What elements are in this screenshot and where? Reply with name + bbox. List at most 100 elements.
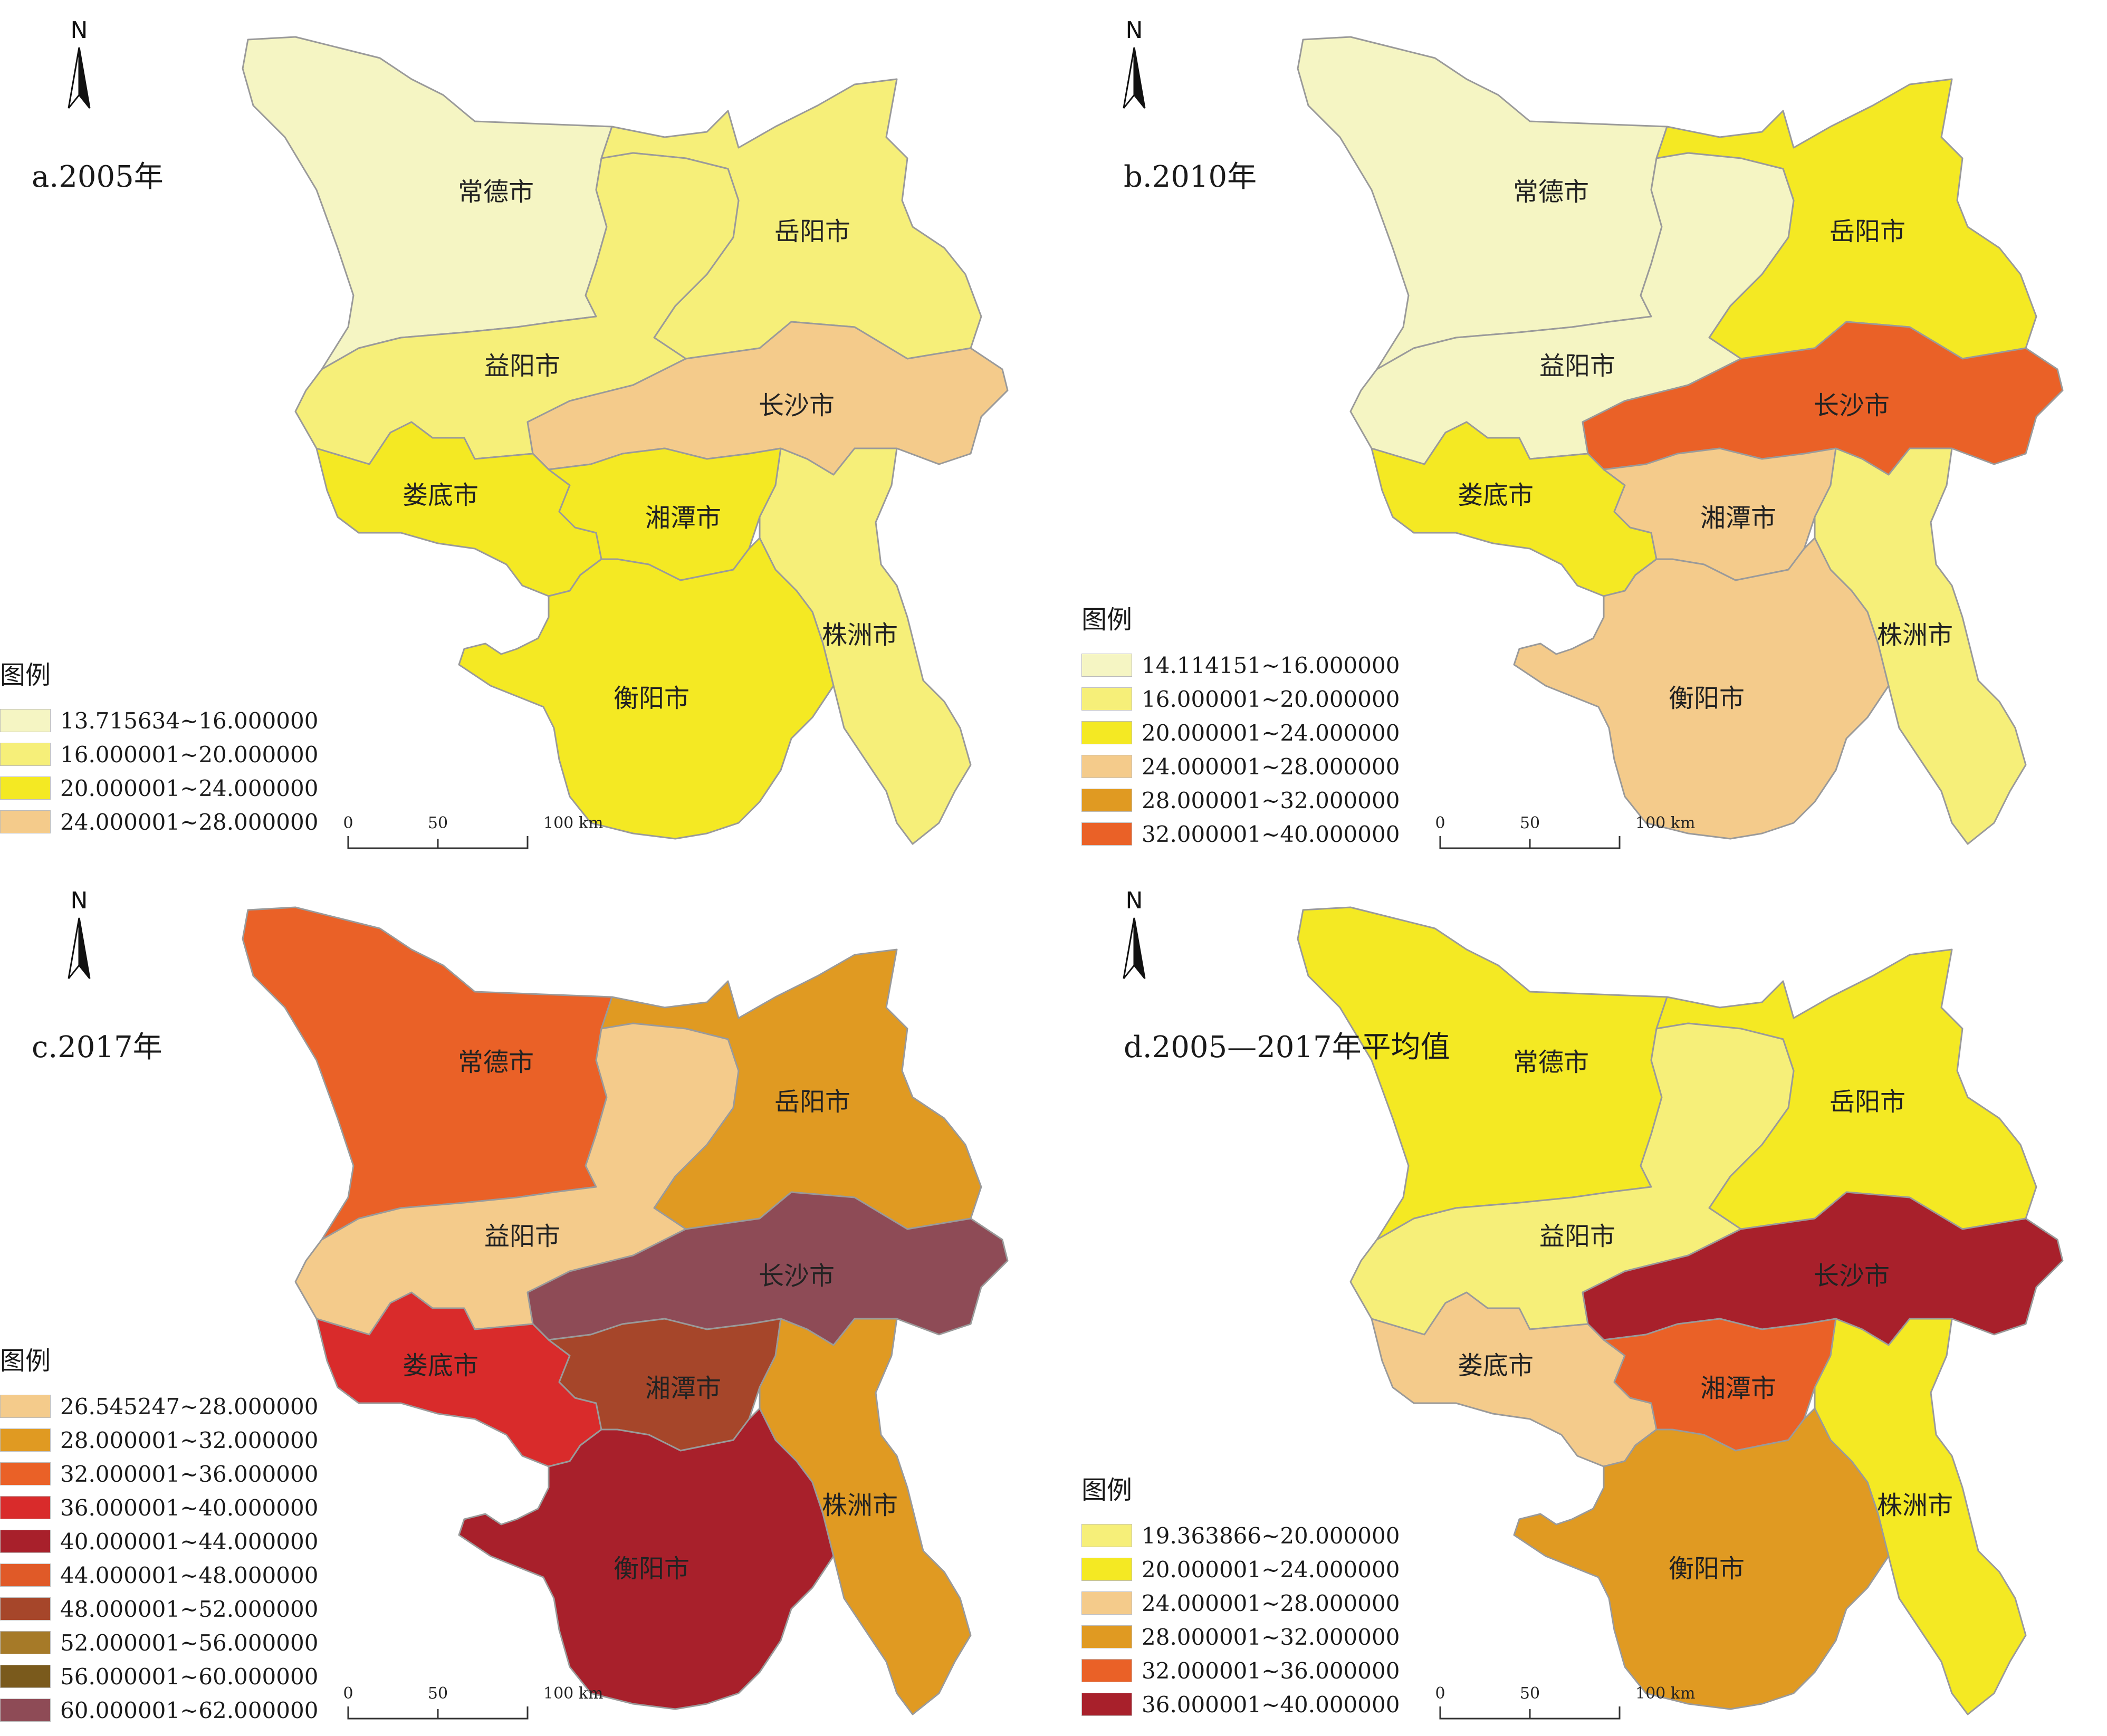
legend-label: 24.000001~28.000000 xyxy=(1142,753,1400,780)
legend-label: 36.000001~40.000000 xyxy=(1142,1691,1400,1718)
region-changde xyxy=(242,36,613,370)
legend-title: 图例 xyxy=(0,1346,51,1376)
legend-item: 19.363866~20.000000 xyxy=(1081,1519,1400,1552)
city-label-changde: 常德市 xyxy=(458,1048,534,1077)
legend-item: 52.000001~56.000000 xyxy=(0,1626,318,1660)
legend-label: 36.000001~40.000000 xyxy=(60,1494,319,1521)
legend-label: 40.000001~44.000000 xyxy=(60,1528,319,1555)
city-label-loudi: 娄底市 xyxy=(1458,481,1534,510)
legend-swatch xyxy=(0,743,51,766)
legend-label: 20.000001~24.000000 xyxy=(1142,1556,1400,1582)
legend-label: 48.000001~52.000000 xyxy=(60,1596,319,1622)
legend-swatch xyxy=(0,1428,51,1452)
legend-label: 16.000001~20.000000 xyxy=(1142,686,1400,712)
legend-title: 图例 xyxy=(1081,1475,1133,1505)
city-label-changsha: 长沙市 xyxy=(1814,391,1890,420)
city-label-yiyang: 益阳市 xyxy=(1539,1222,1615,1251)
city-label-hengyang: 衡阳市 xyxy=(1669,1554,1745,1584)
legend-label: 52.000001~56.000000 xyxy=(60,1629,319,1656)
legend-swatch xyxy=(1081,789,1132,812)
legend-item: 24.000001~28.000000 xyxy=(0,805,318,839)
legend-label: 14.114151~16.000000 xyxy=(1142,652,1400,678)
scale-label-0: 0 xyxy=(1435,1684,1445,1703)
scale-label-50: 50 xyxy=(1520,1684,1540,1703)
scale-label-100: 100 km xyxy=(1635,1684,1695,1703)
legend-swatch xyxy=(0,1496,51,1519)
legend-item: 32.000001~36.000000 xyxy=(0,1457,318,1491)
city-label-yueyang: 岳阳市 xyxy=(774,217,850,246)
legend-item: 44.000001~48.000000 xyxy=(0,1558,318,1592)
city-label-zhuzhou: 株洲市 xyxy=(822,1491,898,1520)
legend-swatch xyxy=(1081,1693,1132,1716)
city-label-changsha: 长沙市 xyxy=(759,1261,835,1291)
legend-label: 32.000001~36.000000 xyxy=(60,1461,319,1487)
north-arrow-icon: N xyxy=(1123,887,1146,979)
legend-label: 32.000001~40.000000 xyxy=(1142,821,1400,847)
legend-swatch xyxy=(0,1395,51,1418)
legend-item: 20.000001~24.000000 xyxy=(1081,716,1400,750)
legend-label: 28.000001~32.000000 xyxy=(60,1427,319,1453)
city-label-changsha: 长沙市 xyxy=(1814,1261,1890,1291)
legend-swatch xyxy=(0,1699,51,1722)
region-changde xyxy=(242,906,613,1241)
scale-label-100: 100 km xyxy=(543,1684,603,1703)
legend-label: 60.000001~62.000000 xyxy=(60,1697,319,1723)
legend-swatch xyxy=(1081,1625,1132,1648)
legend-item: 16.000001~20.000000 xyxy=(1081,682,1400,716)
legend-item: 24.000001~28.000000 xyxy=(1081,750,1400,783)
legend-swatch xyxy=(1081,654,1132,677)
legend-item: 28.000001~32.000000 xyxy=(1081,783,1400,817)
legend-swatch xyxy=(1081,822,1132,846)
legend-swatch xyxy=(1081,1524,1132,1547)
legend-swatch xyxy=(0,1564,51,1587)
city-label-changde: 常德市 xyxy=(1513,1048,1589,1077)
legend-label: 28.000001~32.000000 xyxy=(1142,787,1400,813)
city-label-yueyang: 岳阳市 xyxy=(774,1087,850,1117)
legend-item: 16.000001~20.000000 xyxy=(0,737,318,771)
region-hengyang xyxy=(1513,537,1890,840)
city-label-yueyang: 岳阳市 xyxy=(1830,1087,1905,1117)
legend-label: 19.363866~20.000000 xyxy=(1142,1522,1400,1549)
legend-item: 14.114151~16.000000 xyxy=(1081,648,1400,682)
region-hengyang xyxy=(1513,1407,1890,1710)
legend-swatch xyxy=(1081,1558,1132,1581)
legend-item: 20.000001~24.000000 xyxy=(0,771,318,805)
region-hengyang xyxy=(458,1407,835,1710)
legend-label: 20.000001~24.000000 xyxy=(1142,720,1400,746)
scale-label-0: 0 xyxy=(343,814,353,832)
legend-rows: 19.363866~20.000000 20.000001~24.000000 24… xyxy=(1081,1519,1400,1721)
legend-item: 56.000001~60.000000 xyxy=(0,1660,318,1693)
city-label-xiangtan: 湘潭市 xyxy=(1700,1374,1776,1403)
legend-label: 32.000001~36.000000 xyxy=(1142,1657,1400,1684)
legend-swatch xyxy=(0,1631,51,1654)
city-label-loudi: 娄底市 xyxy=(403,481,478,510)
legend-item: 60.000001~62.000000 xyxy=(0,1693,318,1727)
legend-title: 图例 xyxy=(1081,605,1133,635)
legend-item: 20.000001~24.000000 xyxy=(1081,1552,1400,1586)
city-label-yiyang: 益阳市 xyxy=(1539,351,1615,381)
city-label-changsha: 长沙市 xyxy=(759,391,835,420)
city-label-loudi: 娄底市 xyxy=(403,1351,478,1380)
scale-label-0: 0 xyxy=(343,1684,353,1703)
legend-swatch xyxy=(0,1530,51,1553)
scale-bar: 0 50 100 km xyxy=(343,1684,603,1720)
legend-swatch xyxy=(1081,755,1132,778)
legend-swatch xyxy=(0,1462,51,1485)
north-label: N xyxy=(71,17,88,44)
legend-item: 36.000001~40.000000 xyxy=(0,1491,318,1524)
legend-label: 13.715634~16.000000 xyxy=(60,707,319,734)
panel-title: d.2005—2017年平均值 xyxy=(1124,1030,1450,1064)
legend-item: 13.715634~16.000000 xyxy=(0,704,318,737)
legend-label: 20.000001~24.000000 xyxy=(60,775,319,801)
legend-item: 36.000001~40.000000 xyxy=(1081,1687,1400,1721)
legend-swatch xyxy=(1081,1659,1132,1682)
choropleth-map: N 常德市 岳阳市 益阳市 长沙市 娄底市 湘潭市 xyxy=(1123,17,2064,845)
legend-swatch xyxy=(1081,687,1132,711)
region-changde xyxy=(1297,906,1668,1241)
legend: 图例 13.715634~16.000000 16.000001~20.00000… xyxy=(0,654,318,839)
legend-item: 28.000001~32.000000 xyxy=(0,1423,318,1457)
city-label-hengyang: 衡阳市 xyxy=(614,684,689,713)
legend-swatch xyxy=(0,1665,51,1688)
north-arrow-icon: N xyxy=(1123,17,1146,109)
legend: 图例 19.363866~20.000000 20.000001~24.00000… xyxy=(1081,1469,1400,1721)
